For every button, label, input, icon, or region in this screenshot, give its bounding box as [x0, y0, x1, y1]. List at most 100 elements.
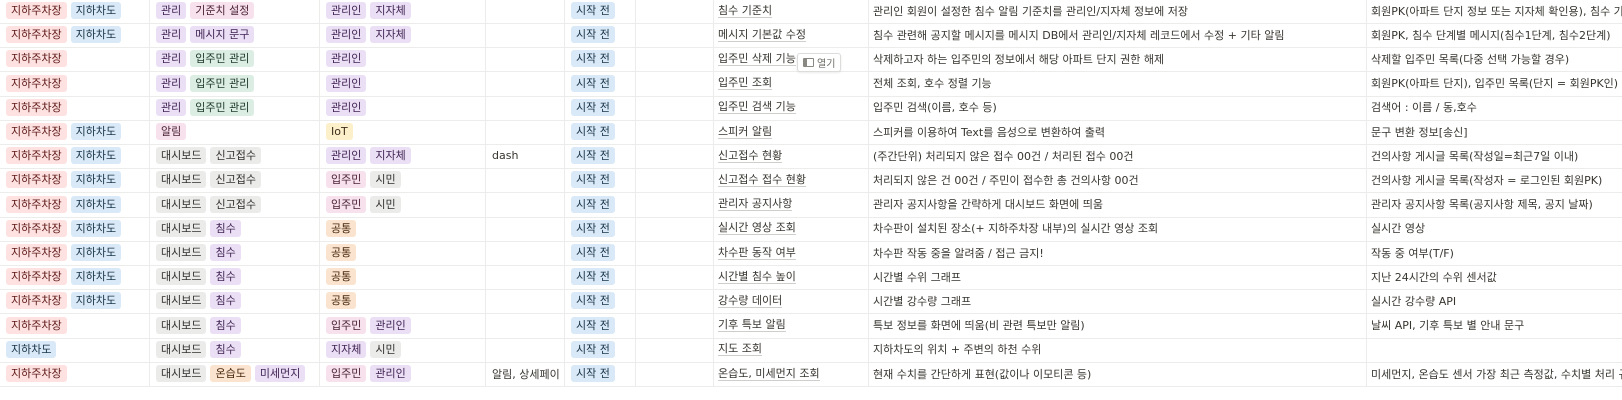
category-tag[interactable]: 온습도	[210, 365, 251, 382]
location-tag[interactable]: 지하주차장	[6, 219, 67, 237]
empty-cell[interactable]	[636, 94, 714, 120]
user-tag[interactable]: 입주민	[326, 316, 367, 334]
table-row[interactable]: 지하차도 대시보드 침수 지자체 시민 시작 전 지도 조회 지하차도의 위치 + 주변의 하…	[0, 336, 1622, 363]
row-title[interactable]: 신고접수 현황	[718, 148, 783, 163]
data-cell[interactable]: 건의사항 게시글 목록(작성일=최근7일 이내)	[1367, 143, 1622, 168]
location-cell[interactable]: 지하주차장 지하차도	[0, 191, 150, 217]
location-cell[interactable]: 지하주차장	[0, 94, 150, 120]
location-tag[interactable]: 지하주차장	[6, 316, 67, 334]
description-cell[interactable]: 지하차도의 위치 + 주변의 하천 수위	[869, 336, 1367, 362]
status-cell[interactable]: 시작 전	[565, 336, 636, 362]
status-badge[interactable]: 시작 전	[571, 2, 615, 19]
empty-cell[interactable]	[636, 167, 714, 193]
category-tag[interactable]: 침수	[210, 292, 241, 310]
category-cell[interactable]: 대시보드 침수	[150, 264, 320, 290]
empty-cell[interactable]	[636, 312, 714, 338]
table-row[interactable]: 지하주차장 지하차도 관리 메시지 문구 관리인 지자체 시작 전 메시지 기본값 수정 침수 …	[0, 22, 1622, 49]
title-cell[interactable]: 입주민 삭제 기능	[714, 46, 869, 72]
user-tag[interactable]: 지자체	[370, 147, 411, 165]
empty-cell[interactable]	[636, 70, 714, 96]
user-tag[interactable]: IoT	[326, 123, 353, 140]
location-tag[interactable]: 지하차도	[70, 219, 122, 237]
user-tag[interactable]: 공통	[326, 244, 357, 261]
description-cell[interactable]: 삭제하고자 하는 입주민의 정보에서 해당 아파트 단지 권한 해제	[869, 46, 1367, 72]
table-row[interactable]: 지하주차장 대시보드 침수 입주민 관리인 시작 전 기후 특보 알림 특보 정보를 화면에 …	[0, 312, 1622, 339]
description-cell[interactable]: 관리인 회원이 설정한 침수 알림 기준치를 관리인/지자체 정보에 저장	[869, 0, 1367, 23]
location-tag[interactable]: 지하차도	[6, 340, 57, 358]
status-cell[interactable]: 시작 전	[565, 0, 636, 23]
status-cell[interactable]: 시작 전	[565, 264, 636, 290]
table-row[interactable]: 지하주차장 관리 입주민 관리 관리인 시작 전 입주민 검색 기능 입주민 검색(이름, …	[0, 94, 1622, 121]
title-cell[interactable]: 침수 기준치	[714, 0, 869, 23]
description-cell[interactable]: 특보 정보를 화면에 띄움(비 관련 특보만 알림)	[869, 312, 1367, 338]
description-cell[interactable]: 현재 수치를 간단하게 표현(값이나 이모티콘 등)	[869, 361, 1367, 386]
user-tag[interactable]: 시민	[370, 340, 401, 358]
status-cell[interactable]: 시작 전	[565, 312, 636, 338]
page-cell[interactable]	[486, 215, 565, 241]
page-cell[interactable]	[486, 336, 565, 362]
location-cell[interactable]: 지하주차장 지하차도	[0, 0, 150, 23]
location-tag[interactable]: 지하주차장	[6, 123, 67, 140]
data-cell[interactable]: 회원PK(아파트 단지), 입주민 목록(단지 = 회원PK인)	[1367, 71, 1622, 96]
category-tag[interactable]: 대시보드	[156, 268, 207, 286]
table-row[interactable]: 지하주차장 지하차도 대시보드 신고접수 입주민 시민 시작 전 관리자 공지사항 관리자 공지…	[0, 191, 1622, 218]
user-tag[interactable]: 시민	[370, 195, 401, 213]
status-cell[interactable]: 시작 전	[565, 167, 636, 193]
page-cell[interactable]	[486, 46, 565, 72]
status-badge[interactable]: 시작 전	[571, 50, 615, 68]
user-tag[interactable]: 입주민	[326, 195, 367, 213]
location-tag[interactable]: 지하주차장	[6, 292, 67, 310]
category-tag[interactable]: 대시보드	[156, 340, 207, 358]
user-tag[interactable]: 관리인	[370, 316, 411, 334]
user-tag[interactable]: 지자체	[370, 2, 411, 19]
status-cell[interactable]: 시작 전	[565, 46, 636, 72]
user-cell[interactable]: IoT	[320, 119, 486, 144]
category-tag[interactable]: 대시보드	[156, 316, 207, 334]
data-cell[interactable]: 건의사항 게시글 목록(작성자 = 로그인된 회원PK)	[1367, 167, 1622, 192]
category-cell[interactable]: 관리 입주민 관리	[150, 46, 320, 72]
category-cell[interactable]: 대시보드 침수	[150, 240, 320, 265]
title-cell[interactable]: 실시간 영상 조회	[714, 215, 869, 241]
title-cell[interactable]: 시간별 침수 높이	[714, 264, 869, 290]
row-title[interactable]: 입주민 검색 기능	[718, 100, 796, 115]
description-cell[interactable]: 입주민 검색(이름, 호수 등)	[869, 94, 1367, 120]
description-cell[interactable]: (주간단위) 처리되지 않은 접수 00건 / 처리된 접수 00건	[869, 143, 1367, 169]
user-cell[interactable]: 관리인 지자체	[320, 22, 486, 48]
table-row[interactable]: 지하주차장 지하차도 대시보드 신고접수 입주민 시민 시작 전 신고접수 접수 현황 처리되지…	[0, 167, 1622, 194]
category-cell[interactable]: 대시보드 침수	[150, 312, 320, 338]
row-title[interactable]: 신고접수 접수 현황	[718, 172, 806, 187]
category-tag[interactable]: 신고접수	[210, 171, 261, 189]
category-tag[interactable]: 관리	[156, 2, 187, 19]
category-cell[interactable]: 관리 메시지 문구	[150, 22, 320, 48]
empty-cell[interactable]	[636, 191, 714, 217]
status-cell[interactable]: 시작 전	[565, 288, 636, 314]
location-tag[interactable]: 지하주차장	[6, 98, 67, 116]
category-tag[interactable]: 관리	[156, 98, 187, 116]
status-cell[interactable]: 시작 전	[565, 94, 636, 120]
user-tag[interactable]: 관리인	[326, 98, 367, 116]
category-cell[interactable]: 대시보드 신고접수	[150, 143, 320, 169]
category-tag[interactable]: 침수	[210, 316, 241, 334]
row-title[interactable]: 메시지 기본값 수정	[718, 27, 806, 42]
user-cell[interactable]: 관리인	[320, 46, 486, 72]
user-cell[interactable]: 입주민 시민	[320, 191, 486, 217]
user-tag[interactable]: 관리인	[326, 26, 367, 44]
status-cell[interactable]: 시작 전	[565, 119, 636, 144]
data-cell[interactable]: 실시간 강수량 API	[1367, 288, 1622, 313]
user-tag[interactable]: 지자체	[370, 26, 411, 44]
row-title[interactable]: 강수량 데이터	[718, 293, 783, 308]
category-tag[interactable]: 입주민 관리	[190, 74, 255, 92]
location-cell[interactable]: 지하주차장 지하차도	[0, 240, 150, 265]
category-tag[interactable]: 대시보드	[156, 365, 207, 382]
category-cell[interactable]: 대시보드 침수	[150, 288, 320, 314]
category-cell[interactable]: 관리 입주민 관리	[150, 70, 320, 96]
location-cell[interactable]: 지하주차장 지하차도	[0, 167, 150, 193]
location-cell[interactable]: 지하주차장 지하차도	[0, 215, 150, 241]
description-cell[interactable]: 차수판이 설치된 장소(+ 지하주차장 내부)의 실시간 영상 조회	[869, 215, 1367, 241]
user-tag[interactable]: 관리인	[326, 50, 367, 68]
empty-cell[interactable]	[636, 215, 714, 241]
row-title[interactable]: 지도 조회	[718, 342, 762, 357]
location-cell[interactable]: 지하주차장 지하차도	[0, 288, 150, 314]
user-cell[interactable]: 공통	[320, 215, 486, 241]
title-cell[interactable]: 신고접수 접수 현황	[714, 167, 869, 193]
